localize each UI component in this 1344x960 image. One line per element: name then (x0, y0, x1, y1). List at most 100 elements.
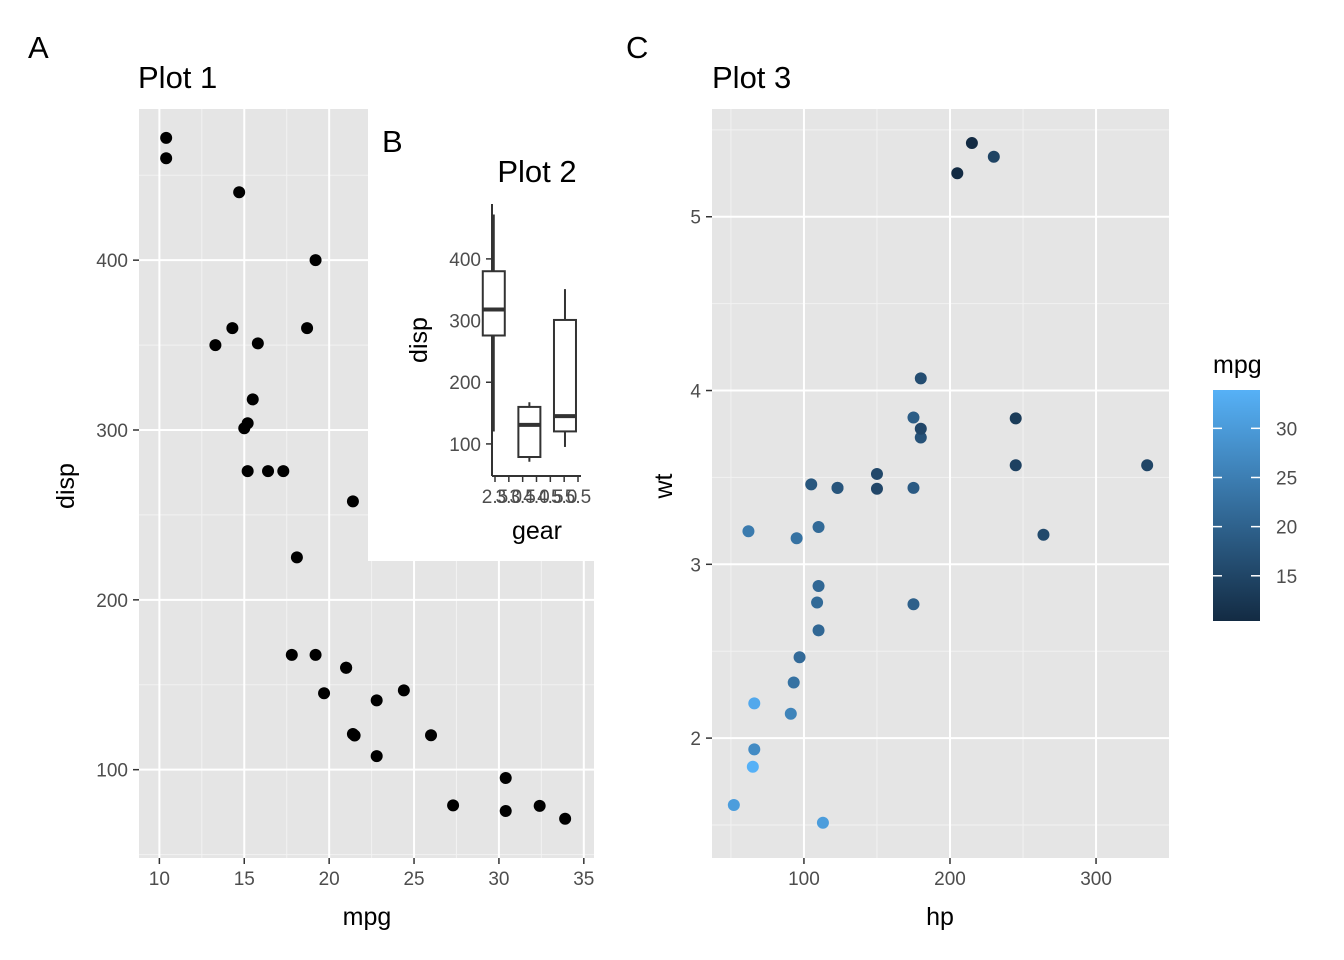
plot-3-grid (712, 109, 1169, 858)
plot-2-y-axis-title: disp (405, 317, 433, 363)
data-point (907, 598, 920, 611)
box-iqr (481, 270, 506, 337)
plot-2-x-axis-title: gear (512, 517, 562, 545)
plot-1-title: Plot 1 (138, 60, 217, 95)
y-tick-label: 100 (449, 435, 481, 456)
data-point (251, 337, 264, 350)
data-point (787, 676, 800, 689)
data-point (241, 465, 254, 478)
x-tick-label: 20 (319, 869, 340, 890)
data-point (348, 729, 361, 742)
y-tick-label: 300 (96, 421, 128, 442)
data-point (277, 465, 290, 478)
data-point (262, 465, 275, 478)
legend-tick-label: 15 (1276, 567, 1297, 588)
plot-2-boxes (481, 214, 577, 462)
y-tick-label: 200 (96, 591, 128, 612)
y-tick-label: 4 (690, 382, 701, 403)
plot-3-y-axis: 2 3 4 5 (690, 208, 712, 750)
data-point (907, 411, 920, 424)
plot-2-inset: B Plot 2 100 200 300 400 2.53.03.54.04.55.0… (368, 109, 595, 561)
plot-3-x-axis-title: hp (926, 903, 954, 931)
x-tick-label: 200 (934, 869, 966, 890)
legend-title: mpg (1213, 351, 1262, 379)
plot-3-y-axis-title: wt (650, 473, 678, 499)
data-point (233, 186, 246, 199)
boxplot-gear-3 (481, 214, 506, 432)
data-point (816, 816, 829, 829)
box-iqr (517, 405, 542, 459)
x-tick-label: 100 (788, 869, 820, 890)
data-point (914, 431, 927, 444)
data-point (748, 697, 761, 710)
y-tick-label: 3 (690, 555, 701, 576)
data-point (238, 422, 251, 435)
data-point (447, 799, 460, 812)
data-point (748, 743, 761, 756)
data-point (914, 422, 927, 435)
legend-tick-label: 30 (1276, 419, 1297, 440)
legend-colorbar (1213, 390, 1260, 621)
legend-ticks: 15 20 25 30 (1213, 419, 1297, 588)
plot-3-points (727, 137, 1154, 829)
plot-3-tag: C (626, 30, 648, 65)
data-point (742, 525, 755, 538)
data-point (346, 495, 359, 508)
data-point (301, 322, 314, 335)
data-point (870, 467, 883, 480)
x-tick-label: 35 (573, 869, 594, 890)
plot-3-title: Plot 3 (712, 60, 791, 95)
data-point (793, 651, 806, 664)
data-point (290, 551, 303, 564)
data-point (309, 648, 322, 661)
data-point (914, 372, 927, 385)
data-point (831, 481, 844, 494)
data-point (1009, 459, 1022, 472)
legend-tick-label: 25 (1276, 468, 1297, 489)
x-tick-label: 10 (149, 869, 170, 890)
data-point (499, 804, 512, 817)
data-point (811, 596, 824, 609)
x-tick-label: 5.5 (565, 487, 591, 508)
plot-3: C Plot 3 100 200 300 2 3 4 5 hp wt mpg 15 20 25… (626, 30, 1297, 931)
y-tick-label: 400 (449, 250, 481, 271)
data-point (499, 772, 512, 785)
plot-1-y-axis-title: disp (52, 463, 80, 509)
data-point (907, 481, 920, 494)
data-point (812, 520, 825, 533)
data-point (790, 532, 803, 545)
plot-2-tag: B (382, 124, 403, 159)
data-point (1037, 528, 1050, 541)
y-tick-label: 5 (690, 208, 701, 229)
plot-1-x-axis-title: mpg (343, 903, 392, 931)
x-tick-label: 5.0 (551, 487, 577, 508)
x-tick-label: 4.0 (523, 487, 549, 508)
data-point (160, 131, 173, 144)
boxplot-gear-5 (552, 289, 577, 447)
plot-1-points (160, 131, 572, 825)
x-tick-label: 30 (488, 869, 509, 890)
data-point (318, 687, 331, 700)
y-tick-label: 200 (449, 373, 481, 394)
x-tick-label: 3.5 (509, 487, 535, 508)
data-point (533, 799, 546, 812)
x-tick-label: 4.5 (537, 487, 563, 508)
y-tick-label: 2 (690, 729, 701, 750)
plot-2-x-axis: 2.53.03.54.04.55.05.5 (482, 476, 591, 508)
data-point (226, 322, 239, 335)
data-point (812, 624, 825, 637)
y-tick-label: 100 (96, 761, 128, 782)
data-point (812, 580, 825, 593)
data-point (340, 661, 353, 674)
data-point (309, 254, 322, 267)
legend-tick-label: 20 (1276, 518, 1297, 539)
y-tick-label: 400 (96, 251, 128, 272)
plot-1-tag: A (28, 30, 49, 65)
data-point (160, 152, 173, 165)
plot-1-y-axis: 100 200 300 400 (96, 251, 139, 782)
x-tick-label: 25 (403, 869, 424, 890)
x-tick-label: 2.5 (482, 487, 508, 508)
data-point (285, 648, 298, 661)
data-point (987, 150, 1000, 163)
